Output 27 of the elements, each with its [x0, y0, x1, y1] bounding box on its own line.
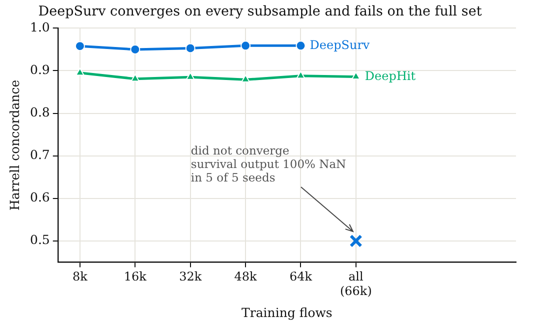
x-tick-label: 16k — [124, 270, 148, 284]
series-label: DeepSurv — [310, 38, 370, 52]
point — [130, 44, 140, 54]
y-tick-label: 0.7 — [30, 147, 50, 162]
point — [74, 41, 85, 52]
point — [130, 74, 140, 82]
x-tick-label: 32k — [179, 270, 202, 284]
x-axis-title: Training flows — [242, 304, 332, 320]
point — [241, 74, 250, 82]
x-tick-label: 8k — [72, 270, 88, 284]
point — [240, 40, 251, 51]
y-tick-label: 0.8 — [30, 104, 50, 120]
x-tick-label: 48k — [234, 270, 258, 284]
y-axis-title: Harrell concordance — [6, 80, 22, 211]
point — [296, 40, 306, 51]
point — [296, 70, 306, 79]
y-tick-label: 0.6 — [30, 190, 50, 205]
y-tick-label: 0.5 — [30, 232, 50, 248]
point — [186, 72, 195, 80]
series-label: DeepHit — [364, 68, 416, 83]
x-tick-label: all (66k) — [340, 270, 372, 298]
annotation: did not converge survival output 100% NaN in 5 of 5 seeds — [190, 144, 346, 185]
y-tick-label: 0.9 — [30, 62, 50, 77]
x-tick-label: 64k — [289, 270, 313, 284]
point — [185, 43, 196, 54]
y-tick-label: 1.0 — [30, 19, 50, 34]
chart-title: DeepSurv converges on every subsample and fails on the full set — [38, 4, 482, 20]
